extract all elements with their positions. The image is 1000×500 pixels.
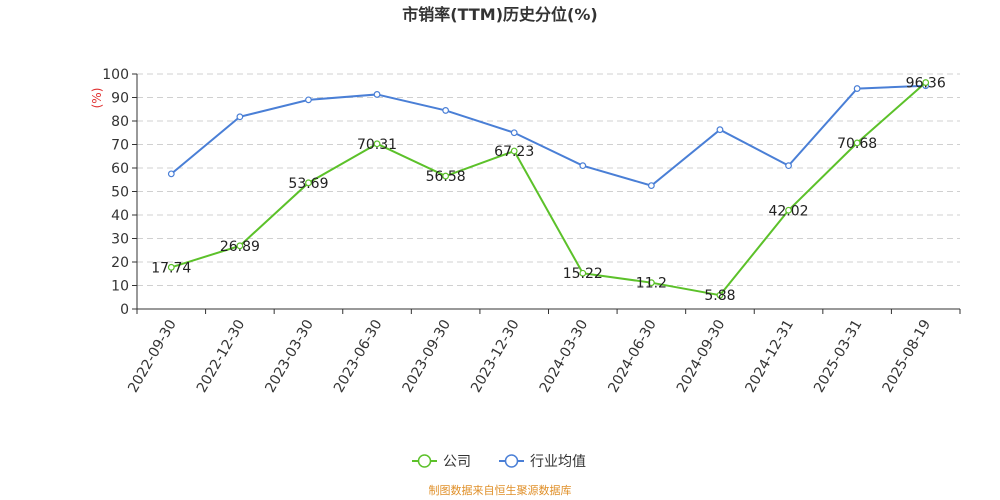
x-tick-label: 2025-03-31 — [811, 317, 866, 395]
chart-title: 市销率(TTM)历史分位(%) — [402, 5, 597, 24]
data-label: 26.89 — [220, 239, 260, 255]
data-label: 42.02 — [768, 203, 808, 219]
data-point[interactable] — [785, 162, 792, 170]
y-tick-label: 90 — [111, 91, 129, 107]
data-point[interactable] — [579, 162, 587, 170]
x-tick-label: 2022-09-30 — [125, 317, 180, 395]
data-point[interactable] — [579, 269, 587, 277]
y-tick-label: 70 — [111, 138, 129, 154]
y-axis-label: (%) — [90, 88, 104, 109]
y-tick-label: 50 — [111, 185, 129, 201]
y-tick-label: 30 — [111, 232, 129, 248]
legend-label[interactable]: 公司 — [443, 454, 471, 470]
series-layer: 17.74 26.89 53.69 70.31 56.58 67.23 15.22 11.2 5… — [151, 76, 946, 305]
data-point[interactable] — [510, 129, 518, 137]
y-tick-label: 60 — [111, 161, 129, 177]
legend[interactable]: 公司 行业均值 — [412, 454, 586, 470]
grid-lines — [132, 73, 960, 310]
data-point[interactable] — [373, 91, 381, 98]
data-point[interactable] — [647, 279, 655, 287]
x-tick-label: 2024-12-31 — [742, 317, 797, 395]
y-tick-label: 100 — [102, 67, 129, 83]
y-tick-label: 80 — [111, 114, 129, 130]
legend-marker — [504, 454, 519, 468]
data-point[interactable] — [167, 263, 175, 271]
y-tick-labels: 0 10 20 30 40 50 60 70 80 90 100 — [102, 67, 129, 318]
data-point[interactable] — [167, 170, 175, 178]
x-tick-label: 2023-03-30 — [262, 317, 317, 395]
series-line — [170, 84, 926, 187]
data-label: 5.88 — [704, 288, 735, 304]
data-point[interactable] — [716, 126, 724, 134]
series-line — [170, 81, 927, 297]
data-point[interactable] — [236, 242, 244, 250]
x-tick-label: 2024-06-30 — [605, 317, 660, 395]
data-point[interactable] — [373, 140, 381, 148]
data-label: 56.58 — [426, 169, 466, 185]
data-point[interactable] — [647, 182, 655, 190]
y-tick-label: 40 — [111, 208, 129, 224]
x-tick-label: 2024-03-30 — [537, 317, 592, 395]
data-label: 70.31 — [357, 137, 397, 153]
x-tick-label: 2023-06-30 — [331, 317, 386, 395]
data-label: 53.69 — [288, 176, 328, 192]
data-point[interactable] — [305, 96, 312, 104]
data-label: 96.36 — [906, 76, 946, 92]
data-point[interactable] — [510, 147, 518, 155]
data-label: 15.22 — [563, 266, 603, 282]
x-tick-labels: 2022-09-30 2022-12-30 2023-03-30 2023-06-30… — [125, 317, 934, 395]
data-point[interactable] — [236, 113, 244, 121]
source-note: 制图数据来自恒生聚源数据库 — [429, 483, 572, 497]
legend-label[interactable]: 行业均值 — [530, 454, 586, 470]
y-tick-label: 10 — [111, 279, 129, 295]
data-label: 67.23 — [494, 144, 534, 160]
data-point[interactable] — [853, 85, 861, 92]
legend-marker — [417, 454, 432, 468]
data-point[interactable] — [442, 172, 450, 180]
data-point[interactable] — [716, 291, 724, 299]
data-point[interactable] — [785, 206, 792, 214]
y-tick-label: 0 — [120, 302, 129, 318]
x-tick-label: 2023-09-30 — [400, 317, 455, 395]
x-tick-label: 2025-08-19 — [880, 317, 935, 395]
x-tick-label: 2024-09-30 — [674, 317, 729, 395]
data-label: 11.2 — [636, 276, 667, 292]
data-point[interactable] — [853, 139, 861, 147]
x-tick-label: 2022-12-30 — [194, 317, 249, 395]
data-point[interactable] — [442, 107, 450, 114]
axes — [136, 74, 961, 314]
data-label: 70.68 — [837, 136, 877, 152]
data-label: 17.74 — [151, 260, 191, 276]
y-tick-label: 20 — [111, 255, 129, 271]
x-tick-label: 2023-12-30 — [468, 317, 523, 395]
data-point[interactable] — [922, 79, 930, 86]
data-point[interactable] — [305, 179, 312, 187]
